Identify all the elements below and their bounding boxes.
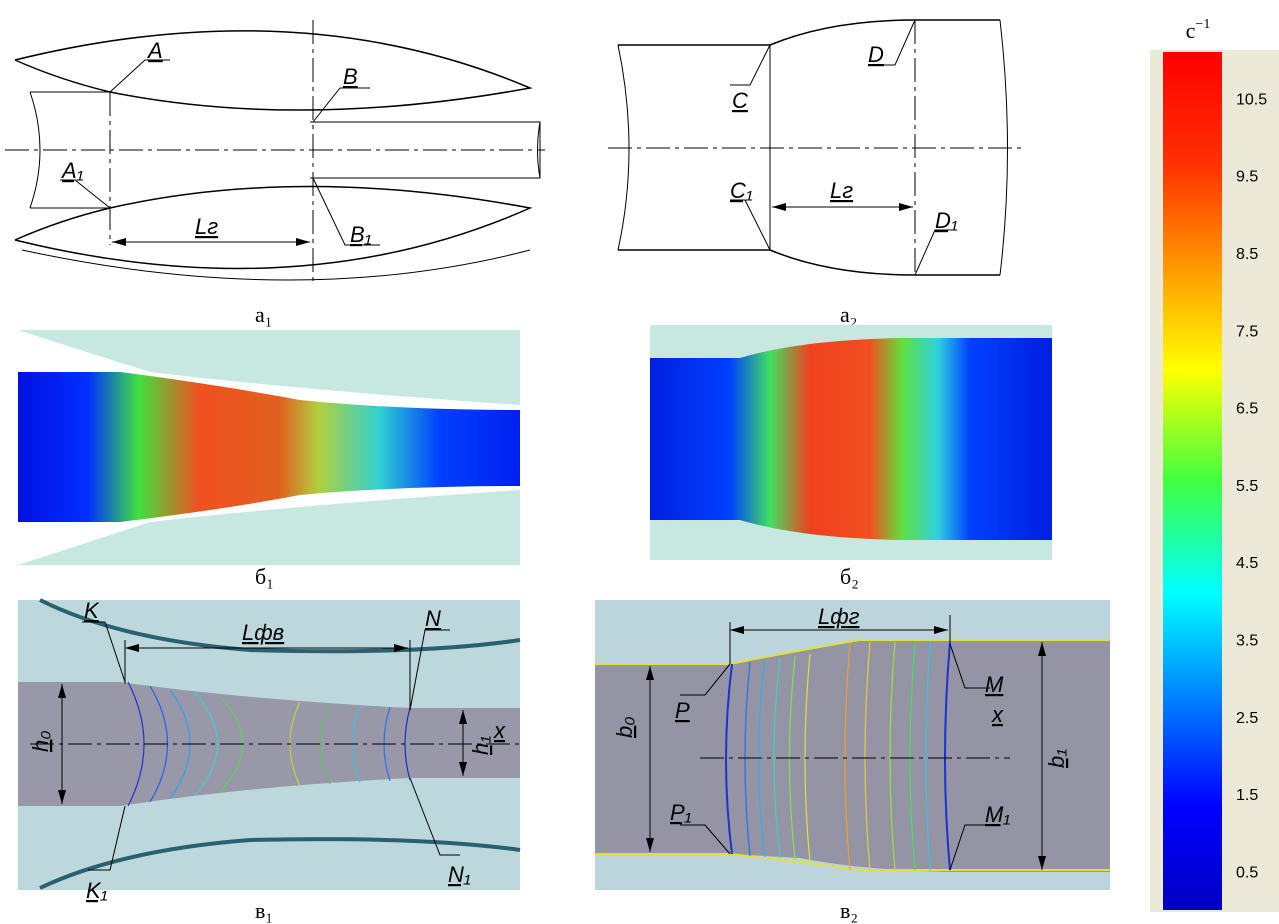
label: Lфг xyxy=(818,604,860,629)
colorbar-tick-label: 2.5 xyxy=(1236,710,1258,727)
label: b₀ xyxy=(612,716,637,738)
label: K₁ xyxy=(86,878,108,903)
colorbar-scale xyxy=(1163,52,1222,910)
colorbar-tick-label: 7.5 xyxy=(1236,323,1258,340)
colorbar-tick-label: 4.5 xyxy=(1236,555,1258,572)
label: P₁ xyxy=(670,800,692,825)
caption: а₁ xyxy=(255,302,272,327)
label: K xyxy=(84,598,100,623)
caption: а₂ xyxy=(840,302,857,327)
label: x xyxy=(991,702,1004,727)
label: A₁ xyxy=(60,158,84,183)
panel-a2: C D C₁ D₁ Lг а₂ xyxy=(608,20,1025,327)
label: Lфв xyxy=(242,620,284,645)
panel-b2: б₂ xyxy=(650,325,1052,589)
label: D xyxy=(868,42,884,67)
label: Lг xyxy=(830,178,853,203)
label: P xyxy=(675,698,690,723)
panel-a1: A B A₁ B₁ Lг а₁ xyxy=(5,20,545,327)
label: N₁ xyxy=(448,862,471,887)
colorbar-unit: c−1 xyxy=(1186,17,1211,43)
label: N xyxy=(425,606,441,631)
label: B₁ xyxy=(350,222,372,247)
label: x xyxy=(493,718,506,743)
colorbar-tick-label: 5.5 xyxy=(1236,478,1258,495)
panel-v2: P M P₁ M₁ Lфг b₀ b₁ x в₂ xyxy=(595,600,1110,923)
label: b₁ xyxy=(1044,749,1069,768)
caption: б₁ xyxy=(255,564,274,589)
unit: c xyxy=(1186,18,1196,43)
colorbar-tick-label: 10.5 xyxy=(1236,91,1267,108)
label: M₁ xyxy=(985,802,1010,827)
label: Lг xyxy=(195,214,218,239)
figure: A B A₁ B₁ Lг а₁ C D C₁ D₁ Lг а₂ б₁ б₂ K … xyxy=(0,0,1279,924)
colorbar-tick-label: 0.5 xyxy=(1236,864,1258,881)
label: C₁ xyxy=(730,178,753,203)
colorbar-tick-label: 9.5 xyxy=(1236,169,1258,186)
caption: в₂ xyxy=(840,898,858,923)
colorbar: c−1 0.5 1.5 2.5 3.5 4.5 5.5 6.5 7.5 8.5 9.5 10.5 xyxy=(1150,17,1279,912)
label: h₀ xyxy=(28,730,53,752)
label: A xyxy=(146,38,163,63)
colorbar-tick-label: 1.5 xyxy=(1236,787,1258,804)
caption: б₂ xyxy=(840,564,859,589)
colorbar-tick-label: 8.5 xyxy=(1236,246,1258,263)
panel-v1: K N K₁ N₁ Lфв h₀ h₁ x в₁ xyxy=(18,598,520,923)
colorbar-tick-label: 6.5 xyxy=(1236,401,1258,418)
label: M xyxy=(985,672,1004,697)
caption: в₁ xyxy=(255,898,273,923)
label: D₁ xyxy=(935,208,958,233)
unit-power: −1 xyxy=(1195,17,1210,32)
colorbar-tick-label: 3.5 xyxy=(1236,632,1258,649)
label: B xyxy=(343,64,358,89)
label: C xyxy=(732,88,748,113)
panel-b1: б₁ xyxy=(18,330,520,589)
label: h₁ xyxy=(468,736,493,755)
